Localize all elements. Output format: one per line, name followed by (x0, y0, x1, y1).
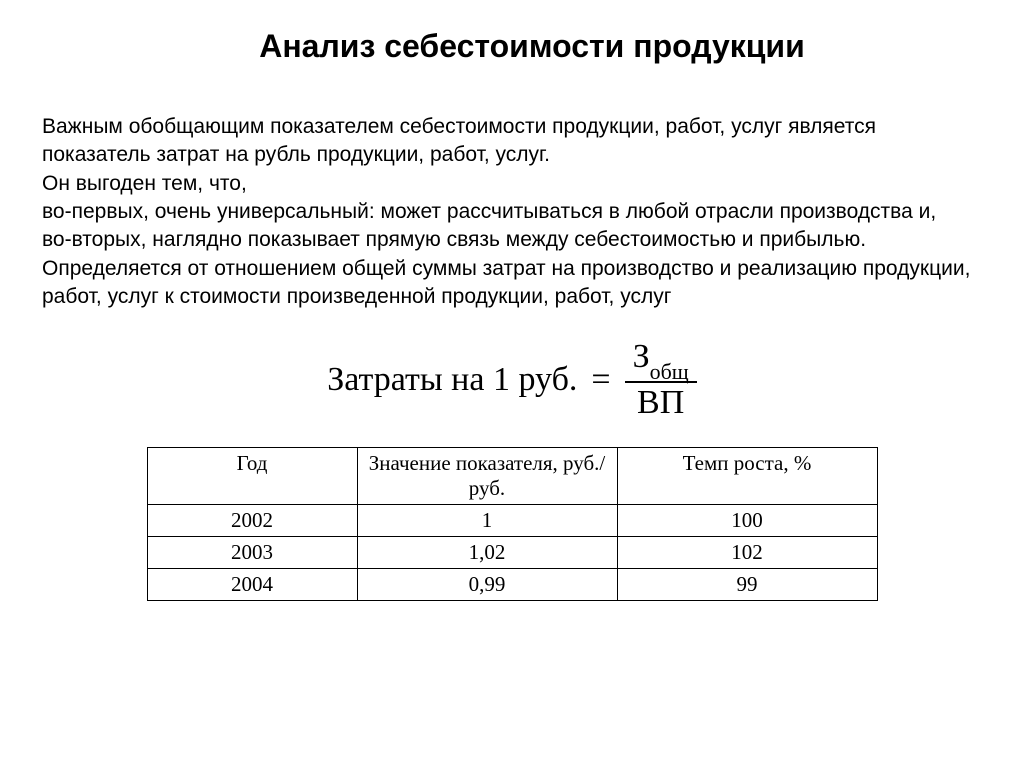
cell-year: 2004 (147, 569, 357, 601)
data-table: Год Значение показателя, руб./руб. Темп … (147, 447, 878, 601)
col-header-rate: Темп роста, % (617, 447, 877, 504)
formula-numerator: Зобщ (625, 339, 697, 379)
cell-year: 2002 (147, 505, 357, 537)
formula-equals: = (591, 361, 610, 399)
numerator-subscript: общ (650, 359, 689, 384)
cell-rate: 102 (617, 537, 877, 569)
formula-lhs: Затраты на 1 руб. (327, 361, 577, 399)
table-row: 2002 1 100 (147, 505, 877, 537)
table-header-row: Год Значение показателя, руб./руб. Темп … (147, 447, 877, 504)
page-title: Анализ себестоимости продукции (42, 28, 982, 65)
table-row: 2003 1,02 102 (147, 537, 877, 569)
cell-value: 0,99 (357, 569, 617, 601)
col-header-value: Значение показателя, руб./руб. (357, 447, 617, 504)
cell-value: 1,02 (357, 537, 617, 569)
formula-denominator: ВП (629, 385, 692, 421)
cell-rate: 100 (617, 505, 877, 537)
intro-paragraph: Важным обобщающим показателем себестоимо… (42, 113, 982, 311)
cell-year: 2003 (147, 537, 357, 569)
formula-fraction: Зобщ ВП (625, 339, 697, 421)
table-row: 2004 0,99 99 (147, 569, 877, 601)
cell-value: 1 (357, 505, 617, 537)
col-header-year: Год (147, 447, 357, 504)
cost-formula: Затраты на 1 руб. = Зобщ ВП (42, 339, 982, 421)
numerator-main: З (633, 338, 650, 375)
cell-rate: 99 (617, 569, 877, 601)
